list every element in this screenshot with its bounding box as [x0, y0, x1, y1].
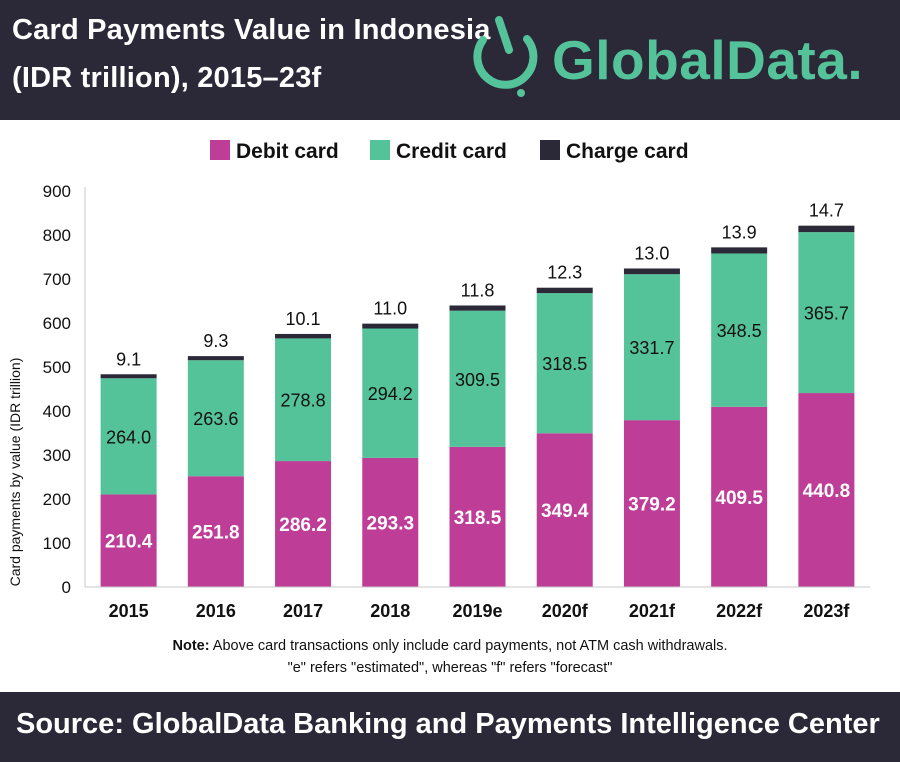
data-label-debit-card: 286.2 [279, 515, 327, 536]
legend-label-debit-card: Debit card [236, 140, 339, 163]
bar-credit-card [623, 274, 680, 421]
chart-title-line1: Card Payments Value in Indonesia [12, 14, 491, 46]
data-label-charge-card: 13.0 [634, 243, 669, 263]
x-tick-label: 2022f [716, 601, 763, 621]
x-tick-label: 2016 [196, 601, 236, 621]
chart-title-line2: (IDR trillion), 2015–23f [12, 62, 322, 94]
data-label-charge-card: 9.1 [116, 349, 141, 369]
y-axis: 0 100 200 300 400 500 600 700 800 900 [43, 182, 86, 597]
x-tick-label: 2023f [803, 601, 850, 621]
data-label-debit-card: 293.3 [367, 513, 415, 534]
bar-charge-card [100, 374, 157, 379]
data-label-charge-card: 11.8 [461, 280, 495, 300]
data-label-charge-card: 12.3 [547, 263, 582, 283]
y-tick-label: 300 [43, 446, 71, 465]
globaldata-logo-icon [473, 16, 538, 97]
bar-credit-card [275, 338, 332, 462]
x-tick-label: 2017 [283, 601, 323, 621]
data-label-credit-card: 365.7 [804, 304, 849, 324]
bar-debit-card [187, 476, 244, 587]
bar-credit-card [798, 232, 855, 394]
x-tick-label: 2018 [370, 601, 410, 621]
data-label-credit-card: 348.5 [717, 321, 762, 341]
y-tick-label: 800 [43, 226, 71, 245]
legend-label-credit-card: Credit card [396, 140, 507, 163]
note-text: Above card transactions only include car… [209, 638, 728, 654]
data-label-debit-card: 379.2 [628, 495, 676, 516]
bar-charge-card [536, 287, 593, 294]
bar-debit-card [623, 420, 680, 587]
legend-label-charge-card: Charge card [566, 140, 689, 163]
bar-debit-card [449, 446, 506, 587]
data-label-debit-card: 210.4 [105, 532, 153, 553]
data-label-debit-card: 409.5 [715, 488, 763, 509]
y-tick-label: 700 [43, 270, 71, 289]
bar-debit-card [536, 433, 593, 587]
data-label-credit-card: 318.5 [542, 354, 587, 374]
data-label-debit-card: 318.5 [454, 508, 502, 529]
bar-charge-card [711, 247, 768, 254]
data-label-charge-card: 13.9 [722, 222, 757, 242]
y-tick-label: 100 [43, 534, 71, 553]
x-tick-label: 2020f [542, 601, 589, 621]
note-line2: "e" refers "estimated", whereas "f" refe… [287, 660, 613, 676]
data-label-charge-card: 10.1 [286, 309, 321, 329]
bar-credit-card [362, 328, 419, 458]
y-tick-label: 900 [43, 182, 71, 201]
header-banner: Card Payments Value in Indonesia (IDR tr… [0, 0, 900, 120]
data-label-credit-card: 294.2 [368, 384, 413, 404]
bar-credit-card [536, 293, 593, 434]
legend-swatch-debit-card [210, 140, 230, 160]
y-tick-label: 200 [43, 490, 71, 509]
bar-debit-card [798, 393, 855, 587]
bar-charge-card [623, 268, 680, 275]
stacked-bar-chart: Debit card Credit card Charge card 0 100 200… [7, 140, 870, 621]
note-line1: Note: Above card transactions only inclu… [0, 638, 900, 654]
data-label-credit-card: 331.7 [629, 338, 674, 358]
data-label-debit-card: 349.4 [541, 501, 589, 522]
data-label-charge-card: 11.0 [373, 299, 407, 319]
y-tick-label: 0 [62, 578, 71, 597]
bar-debit-card [100, 494, 157, 587]
bar-series: 210.4 264.0 9.1 251.8 263.6 9.3 286.2 278.8 10.1… [100, 201, 855, 587]
bar-charge-card [187, 356, 244, 361]
data-label-credit-card: 309.5 [455, 370, 500, 390]
x-tick-label: 2019e [452, 601, 502, 621]
bar-charge-card [362, 323, 419, 329]
data-label-credit-card: 278.8 [281, 391, 326, 411]
data-label-debit-card: 251.8 [192, 523, 240, 544]
bar-credit-card [711, 253, 768, 407]
x-tick-label: 2021f [629, 601, 676, 621]
bar-credit-card [100, 378, 157, 495]
footer-banner: Source: GlobalData Banking and Payments … [0, 692, 900, 762]
data-label-credit-card: 263.6 [193, 409, 238, 429]
y-tick-label: 600 [43, 314, 71, 333]
note-label: Note: [172, 638, 210, 654]
legend-swatch-charge-card [540, 140, 560, 160]
legend-swatch-credit-card [370, 140, 390, 160]
source-text: Source: GlobalData Banking and Payments … [16, 708, 880, 740]
data-label-credit-card: 264.0 [106, 427, 151, 447]
y-tick-label: 500 [43, 358, 71, 377]
bar-debit-card [711, 406, 768, 587]
globaldata-logo: GlobalData. [466, 14, 886, 106]
logo-wordmark: GlobalData. [552, 29, 864, 91]
bar-debit-card [275, 461, 332, 587]
x-axis: 2015 2016 2017 2018 2019e 2020f 2021f 2022f 2023… [85, 586, 870, 621]
y-axis-label: Card payments by value (IDR trillion) [7, 358, 23, 587]
bar-charge-card [798, 225, 855, 233]
bar-charge-card [449, 305, 506, 311]
data-label-charge-card: 9.3 [203, 331, 228, 351]
bar-credit-card [449, 310, 506, 447]
data-label-charge-card: 14.7 [809, 201, 844, 221]
bar-charge-card [275, 333, 332, 339]
x-tick-label: 2015 [109, 601, 149, 621]
data-label-debit-card: 440.8 [803, 481, 851, 502]
bar-debit-card [362, 457, 419, 587]
bar-credit-card [187, 360, 244, 477]
chart-legend: Debit card Credit card Charge card [210, 140, 689, 163]
y-tick-label: 400 [43, 402, 71, 421]
